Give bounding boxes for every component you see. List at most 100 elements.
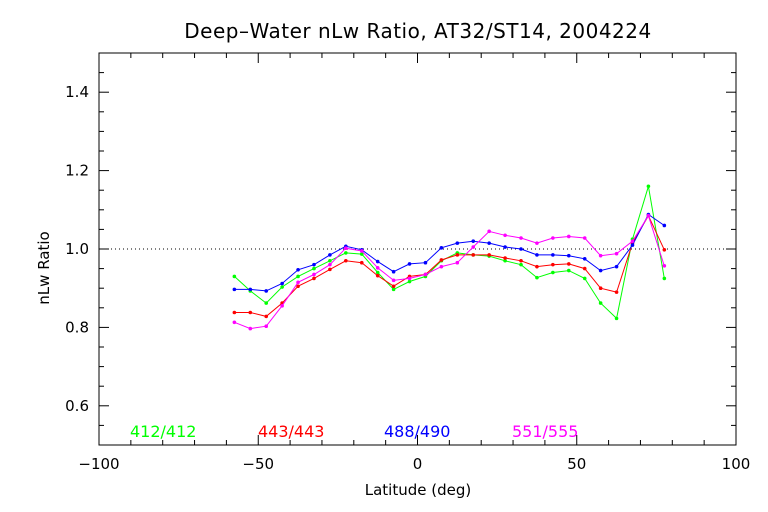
data-point — [646, 184, 651, 189]
data-point — [439, 264, 444, 269]
data-point — [232, 310, 237, 315]
data-point — [519, 258, 523, 263]
data-point — [264, 301, 269, 305]
data-point — [280, 281, 284, 286]
plot-border — [98, 52, 737, 446]
data-point — [359, 252, 364, 256]
data-point — [407, 262, 412, 266]
data-point — [519, 262, 523, 267]
legend-entry: 488/490 — [384, 422, 450, 441]
data-point — [662, 247, 667, 252]
data-point — [423, 260, 428, 265]
data-point — [375, 259, 380, 264]
data-point — [535, 264, 539, 269]
series-443-443 — [232, 213, 667, 319]
data-point — [344, 246, 348, 251]
data-point — [582, 257, 587, 261]
data-point — [646, 213, 651, 218]
data-point — [503, 233, 507, 238]
data-point — [264, 324, 269, 329]
data-point — [566, 253, 571, 258]
data-point — [566, 262, 571, 266]
y-tick-label: 0.6 — [65, 397, 89, 415]
data-point — [535, 275, 539, 280]
data-point — [503, 256, 507, 260]
series-line — [234, 214, 665, 317]
data-point — [471, 239, 476, 243]
chart-title: Deep–Water nLw Ratio, AT32/ST14, 2004224 — [184, 19, 651, 43]
plot-frame — [98, 52, 737, 446]
data-point — [407, 279, 412, 284]
data-point — [614, 251, 619, 256]
data-point — [232, 287, 237, 292]
data-point — [423, 272, 428, 277]
data-point — [566, 268, 571, 273]
x-tick-label: 50 — [567, 455, 586, 473]
series-line — [234, 214, 665, 330]
data-point — [328, 253, 332, 257]
data-point — [312, 276, 316, 281]
data-point — [280, 304, 284, 308]
y-tick-label: 0.8 — [65, 318, 89, 336]
data-point — [551, 253, 555, 257]
legend-entry: 443/443 — [258, 422, 324, 441]
data-point — [455, 253, 460, 257]
data-point — [312, 266, 316, 271]
data-point — [503, 258, 507, 263]
data-point — [248, 326, 253, 331]
x-tick-label: −50 — [242, 455, 274, 473]
data-point — [487, 253, 491, 257]
data-point — [614, 264, 619, 269]
data-point — [582, 236, 587, 240]
data-point — [471, 253, 476, 257]
data-point — [535, 241, 539, 245]
data-point — [312, 262, 316, 267]
data-point — [598, 301, 603, 305]
data-point — [391, 287, 396, 292]
data-point — [551, 262, 555, 267]
series-line — [234, 186, 665, 320]
data-point — [614, 316, 619, 321]
data-point — [391, 278, 396, 283]
data-point — [296, 284, 300, 289]
data-point — [328, 262, 332, 267]
data-point — [630, 239, 635, 243]
data-point — [662, 276, 667, 281]
legend: 412/412 443/443 488/490 551/555 — [130, 422, 578, 441]
data-point — [582, 266, 587, 271]
data-point — [614, 290, 619, 294]
y-tick-label: 1.2 — [65, 162, 89, 180]
x-axis-ticks: −100 −50 0 50 100 — [78, 53, 750, 473]
data-series — [232, 184, 667, 331]
y-tick-label: 1.0 — [65, 240, 89, 258]
data-point — [375, 266, 380, 270]
legend-entry: 412/412 — [130, 422, 196, 441]
data-point — [248, 287, 253, 292]
data-point — [630, 243, 635, 247]
data-point — [280, 285, 284, 289]
data-point — [598, 286, 603, 291]
y-axis-ticks: 0.6 0.8 1.0 1.2 1.4 — [65, 52, 736, 446]
data-point — [296, 280, 300, 285]
series-551-555 — [232, 213, 667, 331]
data-point — [391, 269, 396, 274]
data-point — [439, 258, 444, 262]
data-point — [312, 272, 316, 277]
data-point — [375, 270, 380, 275]
data-point — [344, 251, 348, 255]
data-point — [344, 258, 348, 263]
data-point — [487, 229, 491, 234]
data-point — [471, 245, 476, 249]
series-line — [234, 213, 665, 292]
data-point — [662, 264, 667, 268]
data-point — [232, 320, 237, 325]
data-point — [328, 258, 332, 263]
data-point — [598, 268, 603, 273]
data-point — [407, 276, 412, 281]
data-point — [551, 270, 555, 275]
data-point — [487, 241, 491, 245]
data-point — [566, 234, 571, 239]
x-tick-label: 0 — [413, 455, 423, 473]
series-412-412 — [232, 184, 667, 321]
